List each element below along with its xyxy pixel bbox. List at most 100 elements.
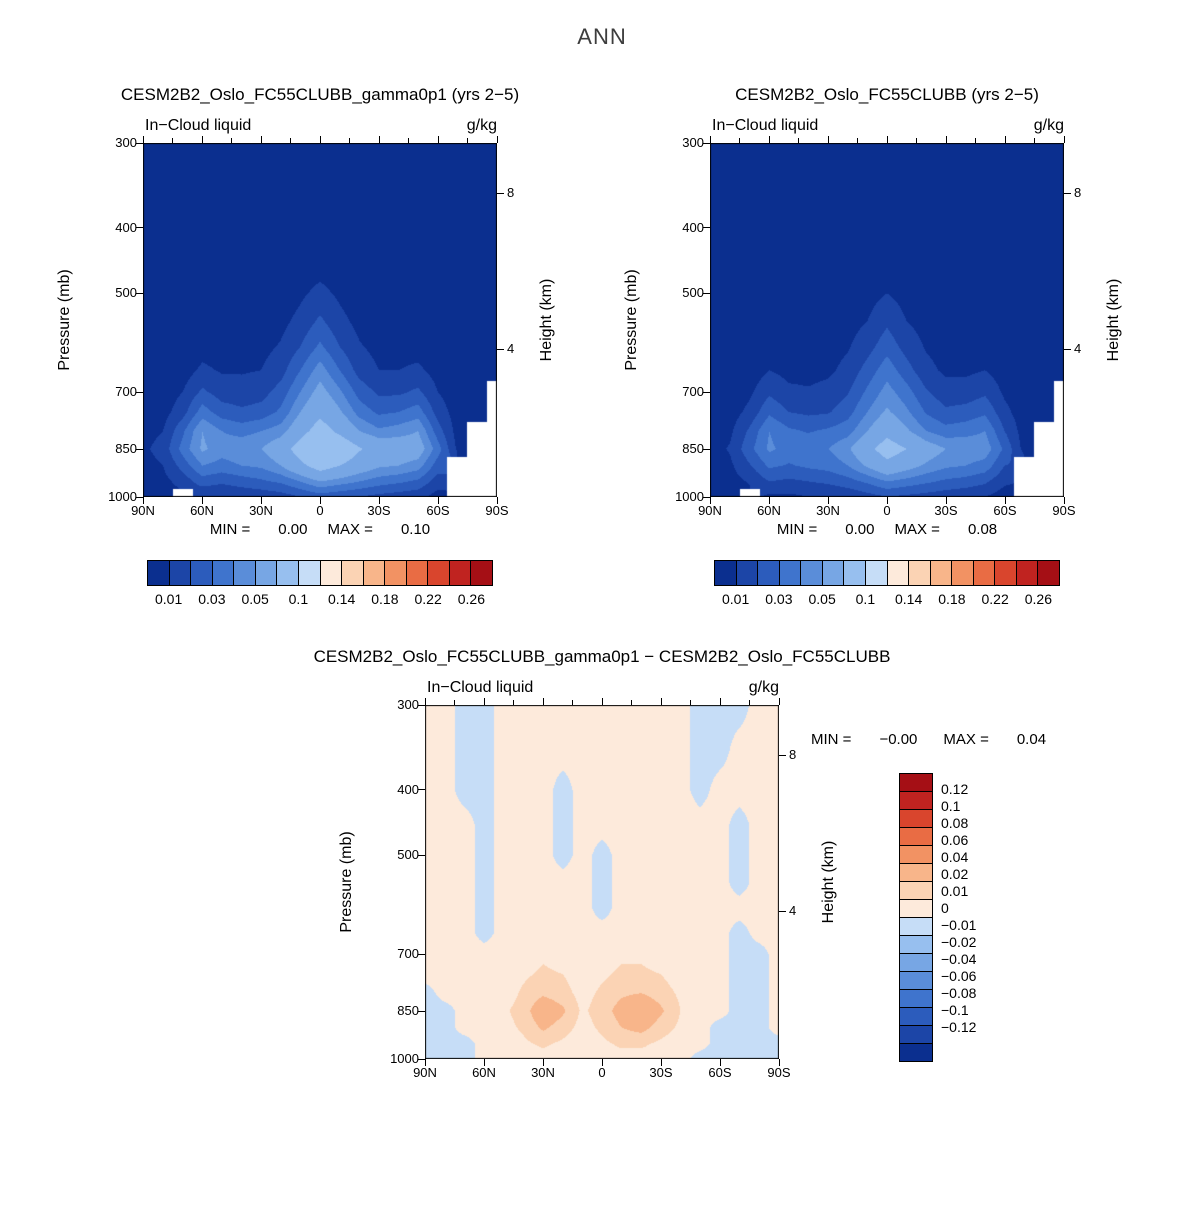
colorbar-tick-label: 0.02: [941, 866, 969, 882]
pressure-tick-label: 500: [397, 847, 419, 863]
pressure-tick: [136, 448, 143, 450]
colorbar-tick-label: 0.12: [941, 781, 969, 797]
colorbar-tick-label: −0.06: [941, 968, 977, 984]
x-top-tick: [631, 700, 632, 705]
colorbar-tick-label: 0.18: [371, 591, 399, 607]
pressure-tick-label: 700: [397, 946, 419, 962]
x-tick: [709, 497, 711, 504]
x-tick: [660, 1059, 662, 1066]
height-tick: [1064, 192, 1071, 194]
x-top-tick: [378, 136, 380, 143]
x-top-tick: [660, 698, 662, 705]
field-label: In−Cloud liquid: [427, 679, 534, 696]
x-tick: [1004, 497, 1006, 504]
colorbar-tick-label: 0.06: [941, 832, 969, 848]
colorbar-swatch: [843, 560, 866, 586]
x-tick: [496, 497, 498, 504]
x-tick: [827, 497, 829, 504]
x-tick-label: 0: [316, 503, 324, 518]
colorbar-swatch: [714, 560, 737, 586]
colorbar-tick-label: 0.08: [941, 815, 969, 831]
colorbar-swatch: [951, 560, 974, 586]
max-label: MAX =: [943, 731, 989, 748]
height-tick: [497, 192, 504, 194]
difference-colorbar: [899, 773, 933, 1062]
pressure-tick-label: 300: [682, 135, 704, 150]
x-tick: [201, 497, 203, 504]
panel-title: CESM2B2_Oslo_FC55CLUBB_gamma0p1 − CESM2B…: [313, 647, 891, 666]
x-top-tick: [798, 138, 799, 143]
x-tick: [483, 1059, 485, 1066]
max-value: 0.10: [400, 521, 431, 538]
colorbar-tick-label: 0.22: [414, 591, 442, 607]
x-top-tick: [975, 138, 976, 143]
pressure-tick-label: 300: [115, 135, 137, 150]
pressure-tick: [703, 448, 710, 450]
colorbar-swatch: [899, 1007, 933, 1026]
x-tick-label: 30N: [816, 503, 840, 518]
colorbar-swatch: [800, 560, 823, 586]
contour-canvas-gamma0p1: [143, 143, 497, 497]
pressure-axis-title: Pressure (mb): [623, 269, 640, 371]
colorbar-swatch: [929, 560, 953, 586]
x-tick-label: 90S: [767, 1065, 791, 1080]
colorbar-tick-label: 0.1: [288, 591, 309, 607]
panel-gamma0p1: CESM2B2_Oslo_FC55CLUBB_gamma0p1 (yrs 2−5…: [56, 85, 555, 607]
colorbar-tick-label: 0.26: [457, 591, 485, 607]
x-top-tick: [572, 700, 573, 705]
colorbar-swatch: [972, 560, 996, 586]
colorbar-swatch: [899, 827, 933, 846]
colorbar-tick-label: 0.22: [981, 591, 1009, 607]
colorbar-tick-label: 0.1: [855, 591, 876, 607]
x-top-tick: [709, 136, 711, 143]
pressure-tick: [418, 1010, 425, 1012]
x-top-tick: [827, 136, 829, 143]
x-top-tick: [172, 138, 173, 143]
colorbar-tick-label: −0.08: [941, 985, 977, 1001]
colorbar-tick-label: 0.1: [941, 798, 961, 814]
x-top-tick: [857, 138, 858, 143]
field-label: In−Cloud liquid: [145, 117, 252, 134]
x-top-tick: [739, 138, 740, 143]
colorbar-tick-label: 0.01: [941, 883, 969, 899]
pressure-tick: [703, 496, 710, 498]
units-label: g/kg: [466, 117, 497, 134]
pressure-tick-label: 850: [115, 441, 137, 457]
pressure-axis-title: Pressure (mb): [56, 269, 73, 371]
x-tick-label: 30N: [249, 503, 273, 518]
max-label: MAX =: [894, 521, 940, 538]
pressure-tick-label: 400: [397, 781, 419, 797]
pressure-tick-label: 700: [115, 384, 137, 400]
colorbar-swatch: [899, 1025, 933, 1044]
x-tick: [601, 1059, 603, 1066]
pressure-tick: [418, 704, 425, 706]
height-tick-label: 4: [789, 903, 797, 919]
panel-title: CESM2B2_Oslo_FC55CLUBB_gamma0p1 (yrs 2−5…: [120, 85, 520, 104]
x-tick-label: 90N: [698, 503, 722, 518]
min-value: 0.00: [278, 521, 308, 538]
x-tick-label: 0: [883, 503, 891, 518]
height-axis-title: Height (km): [538, 278, 555, 362]
colorbar-swatch: [899, 773, 933, 792]
x-tick: [437, 497, 439, 504]
pressure-tick-label: 1000: [675, 489, 704, 504]
x-tick-label: 30N: [531, 1065, 555, 1080]
height-tick-label: 8: [789, 747, 797, 763]
pressure-tick-label: 700: [682, 384, 704, 400]
colorbar-tick-label: 0.01: [155, 591, 183, 607]
x-top-tick: [142, 136, 144, 143]
colorbar-tick-label: 0.01: [722, 591, 750, 607]
x-top-tick: [349, 138, 350, 143]
x-tick-label: 90S: [485, 503, 509, 518]
x-tick-label: 0: [598, 1065, 606, 1080]
x-tick-label: 30S: [934, 503, 958, 518]
x-top-tick: [201, 136, 203, 143]
height-tick: [779, 910, 786, 912]
colorbar-tick-label: 0.05: [808, 591, 836, 607]
x-top-tick: [467, 138, 468, 143]
colorbar-tick-label: 0: [941, 900, 949, 916]
height-tick-label: 8: [507, 185, 515, 201]
x-top-tick: [719, 698, 721, 705]
colorbar-swatch: [994, 560, 1017, 586]
colorbar-swatch: [297, 560, 321, 586]
